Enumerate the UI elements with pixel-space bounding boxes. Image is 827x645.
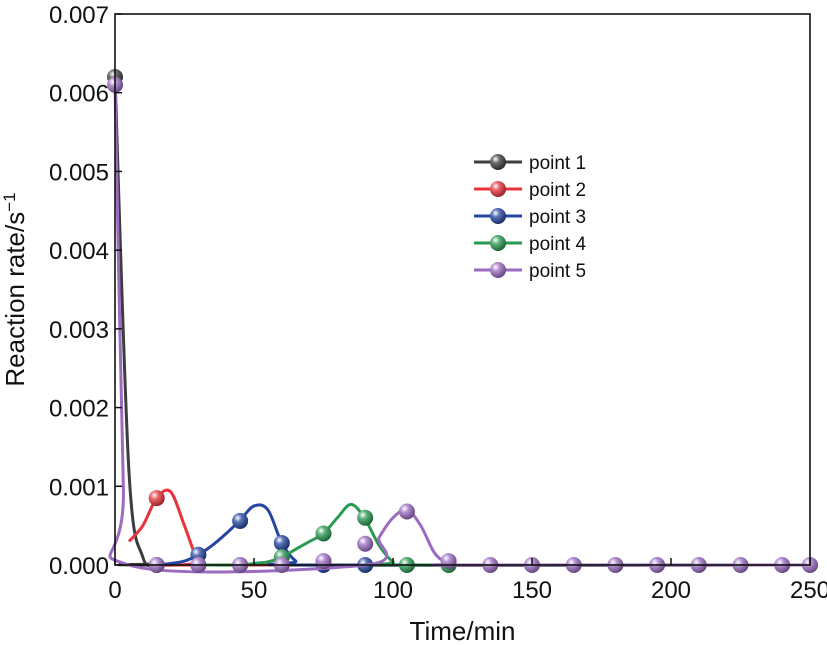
data-point: [357, 535, 374, 552]
y-axis-title-sup: −1: [0, 192, 19, 211]
y-tick-label: 0.000: [49, 553, 109, 580]
y-tick-label: 0.005: [49, 159, 109, 186]
y-tick-label: 0.004: [49, 238, 109, 265]
x-tick-label: 0: [108, 577, 121, 604]
data-point: [232, 512, 249, 529]
data-point: [398, 503, 415, 520]
legend-item: point 2: [474, 180, 586, 201]
legend-item: point 1: [474, 153, 586, 174]
data-point: [357, 509, 374, 526]
legend-marker: [490, 181, 506, 197]
x-tick-label: 50: [241, 577, 268, 604]
y-tick-label: 0.002: [49, 396, 109, 423]
legend-marker: [490, 262, 506, 278]
x-tick-label: 100: [373, 577, 413, 604]
x-axis-title: Time/min: [410, 616, 516, 645]
legend-label: point 3: [529, 207, 586, 228]
legend-label: point 4: [529, 234, 586, 255]
series-5: [107, 76, 818, 574]
y-tick-label: 0.003: [49, 317, 109, 344]
series-1: [107, 68, 811, 573]
series-line: [113, 76, 811, 568]
legend: point 1 point 2 point 3 point 4 point 5: [474, 153, 586, 282]
series-3: [148, 503, 811, 573]
data-point: [315, 553, 332, 570]
y-axis-title: Reaction rate/s−1: [0, 192, 30, 386]
y-tick-label: 0.007: [49, 2, 109, 29]
legend-item: point 5: [474, 261, 586, 282]
y-axis-title-main: Reaction rate/s: [0, 212, 30, 387]
data-point: [148, 490, 165, 507]
data-point: [273, 534, 290, 551]
legend-marker: [490, 235, 506, 251]
legend-item: point 4: [474, 234, 586, 255]
axis-layer: 0 50 100 150 200 250 0.000 0.001 0.002 0.003 0.004…: [49, 2, 827, 604]
series-2: [127, 488, 811, 573]
series-line: [108, 84, 811, 574]
x-tick-label: 250: [790, 577, 827, 604]
legend-label: point 2: [529, 180, 586, 201]
legend-marker: [490, 208, 506, 224]
legend-label: point 5: [529, 261, 586, 282]
legend-item: point 3: [474, 207, 586, 228]
x-tick-label: 200: [651, 577, 691, 604]
y-tick-label: 0.006: [49, 81, 109, 108]
y-tick-label: 0.001: [49, 474, 109, 501]
data-point: [440, 553, 457, 570]
legend-marker: [490, 154, 506, 170]
legend-label: point 1: [529, 153, 586, 174]
data-point: [315, 525, 332, 542]
x-tick-label: 150: [512, 577, 552, 604]
series-layer: [107, 68, 818, 574]
series-line: [156, 503, 811, 567]
plot-frame: [114, 13, 811, 566]
